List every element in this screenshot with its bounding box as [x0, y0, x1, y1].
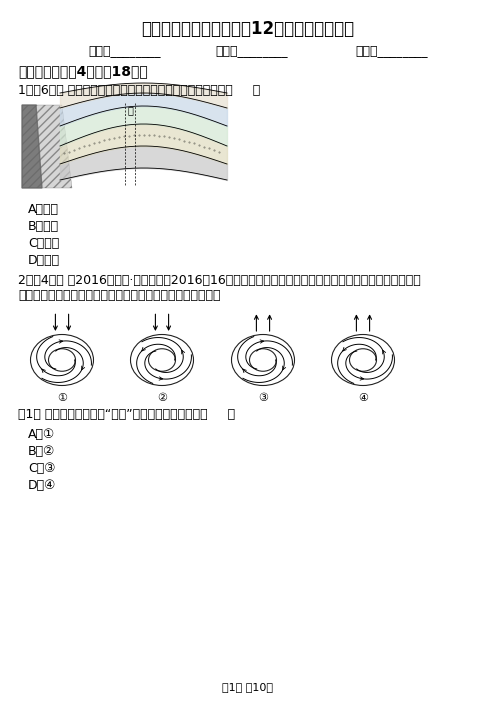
Text: 山东省高三上学期地理！12月月考试卷（文）: 山东省高三上学期地理！12月月考试卷（文） [141, 20, 355, 38]
Text: 成绩：________: 成绩：________ [355, 44, 428, 57]
Text: 一、选择题（关4题；內18分）: 一、选择题（关4题；內18分） [18, 64, 148, 78]
Text: B．②: B．② [28, 445, 56, 458]
Text: ④: ④ [358, 393, 368, 403]
Polygon shape [22, 105, 42, 188]
Text: （1） 下图中能正确表示“鲤鱼”的天气系统示意图是（     ）: （1） 下图中能正确表示“鲤鱼”的天气系统示意图是（ ） [18, 408, 235, 421]
Text: ①: ① [57, 393, 67, 403]
Text: D．④: D．④ [28, 479, 57, 492]
Text: 1．（6分） 下图是地质构造示意图，图中甲处的地质构造是（     ）: 1．（6分） 下图是地质构造示意图，图中甲处的地质构造是（ ） [18, 84, 260, 97]
Text: B．背斜: B．背斜 [28, 220, 59, 233]
Text: 甲: 甲 [127, 105, 133, 115]
Text: C．③: C．③ [28, 462, 56, 475]
Text: ③: ③ [258, 393, 268, 403]
Text: A．向斜: A．向斜 [28, 203, 59, 216]
Text: C．断层: C．断层 [28, 237, 59, 250]
Text: 姓名：________: 姓名：________ [88, 44, 161, 57]
Text: 来，严重影响我国国庆长假多地出行。读图，完成下列各题。: 来，严重影响我国国庆长假多地出行。读图，完成下列各题。 [18, 289, 221, 302]
Text: ②: ② [157, 393, 167, 403]
Bar [22, 100, 232, 188]
Text: 班级：________: 班级：________ [215, 44, 288, 57]
Text: A．①: A．① [28, 428, 55, 441]
Text: 2．（4分） （2016高一上·泰州期末）2016年16号台风马勒卡还没消散，新的台风（鲤鱼）胚胎已经冒了出: 2．（4分） （2016高一上·泰州期末）2016年16号台风马勒卡还没消散，新… [18, 274, 421, 287]
Text: 第1页 內10页: 第1页 內10页 [223, 682, 273, 692]
Text: D．覂皱: D．覂皱 [28, 254, 60, 267]
Polygon shape [22, 105, 72, 188]
